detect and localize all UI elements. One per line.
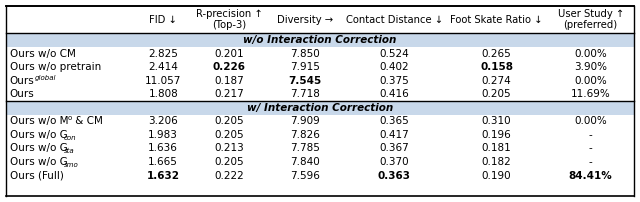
Text: R-precision ↑
(Top-3): R-precision ↑ (Top-3): [196, 9, 262, 31]
Text: 0.201: 0.201: [214, 48, 244, 59]
Text: 0.00%: 0.00%: [574, 48, 607, 59]
Text: -: -: [589, 157, 593, 167]
Text: 1.636: 1.636: [148, 143, 178, 154]
Text: 0.222: 0.222: [214, 171, 244, 181]
Text: Contact Distance ↓: Contact Distance ↓: [346, 15, 443, 25]
Text: Ours: Ours: [10, 76, 35, 86]
Text: 0.205: 0.205: [482, 89, 511, 99]
Text: 0.417: 0.417: [380, 130, 409, 140]
FancyBboxPatch shape: [6, 155, 634, 169]
Text: -: -: [589, 143, 593, 154]
Text: 0.524: 0.524: [380, 48, 409, 59]
Text: 0.370: 0.370: [380, 157, 409, 167]
Text: 0.265: 0.265: [482, 48, 511, 59]
Text: Foot Skate Ratio ↓: Foot Skate Ratio ↓: [451, 15, 543, 25]
Text: Ours w/o G: Ours w/o G: [10, 130, 67, 140]
Text: 1.983: 1.983: [148, 130, 178, 140]
Text: FID ↓: FID ↓: [149, 15, 177, 25]
Text: 0.00%: 0.00%: [574, 116, 607, 126]
FancyBboxPatch shape: [6, 47, 634, 60]
Text: 7.545: 7.545: [289, 76, 322, 86]
Text: con: con: [64, 135, 77, 141]
Text: 0.363: 0.363: [378, 171, 411, 181]
FancyBboxPatch shape: [6, 101, 634, 115]
Text: 0.226: 0.226: [212, 62, 246, 72]
Text: 0.205: 0.205: [214, 130, 244, 140]
Text: 7.596: 7.596: [290, 171, 320, 181]
Text: w/o Interaction Correction: w/o Interaction Correction: [243, 35, 397, 45]
FancyBboxPatch shape: [6, 33, 634, 47]
Text: o: o: [67, 115, 72, 121]
Text: Diversity →: Diversity →: [277, 15, 333, 25]
Text: 0.196: 0.196: [482, 130, 511, 140]
Text: 0.190: 0.190: [482, 171, 511, 181]
Text: w/ Interaction Correction: w/ Interaction Correction: [247, 103, 393, 113]
Text: 0.274: 0.274: [482, 76, 511, 86]
Text: 0.182: 0.182: [482, 157, 511, 167]
Text: 0.205: 0.205: [214, 116, 244, 126]
Text: 7.826: 7.826: [290, 130, 320, 140]
Text: 0.158: 0.158: [480, 62, 513, 72]
Text: 1.665: 1.665: [148, 157, 178, 167]
Text: 2.414: 2.414: [148, 62, 178, 72]
Text: 7.840: 7.840: [291, 157, 320, 167]
Text: 0.416: 0.416: [380, 89, 409, 99]
Text: Ours (Full): Ours (Full): [10, 171, 63, 181]
Text: Ours w/o G: Ours w/o G: [10, 143, 67, 154]
FancyBboxPatch shape: [6, 6, 634, 33]
Text: 0.402: 0.402: [380, 62, 409, 72]
FancyBboxPatch shape: [6, 169, 634, 182]
Text: 0.00%: 0.00%: [574, 76, 607, 86]
Text: 1.808: 1.808: [148, 89, 178, 99]
Text: 11.057: 11.057: [145, 76, 181, 86]
Text: 3.90%: 3.90%: [574, 62, 607, 72]
Text: 1.632: 1.632: [147, 171, 180, 181]
Text: 11.69%: 11.69%: [571, 89, 611, 99]
Text: 0.367: 0.367: [380, 143, 409, 154]
Text: -: -: [589, 130, 593, 140]
Text: 7.915: 7.915: [290, 62, 320, 72]
Text: 0.217: 0.217: [214, 89, 244, 99]
Text: 7.909: 7.909: [291, 116, 320, 126]
Text: 7.850: 7.850: [291, 48, 320, 59]
Text: 0.375: 0.375: [380, 76, 409, 86]
FancyBboxPatch shape: [6, 128, 634, 142]
Text: Ours w/o pretrain: Ours w/o pretrain: [10, 62, 101, 72]
Text: 84.41%: 84.41%: [569, 171, 612, 181]
Text: smo: smo: [64, 162, 79, 168]
Text: global: global: [35, 75, 57, 81]
FancyBboxPatch shape: [6, 142, 634, 155]
FancyBboxPatch shape: [6, 87, 634, 101]
Text: sta: sta: [64, 148, 75, 155]
Text: 0.365: 0.365: [380, 116, 409, 126]
Text: Ours w/o CM: Ours w/o CM: [10, 48, 76, 59]
Text: Ours w/o M: Ours w/o M: [10, 116, 68, 126]
FancyBboxPatch shape: [6, 115, 634, 128]
Text: Ours: Ours: [10, 89, 35, 99]
Text: 0.181: 0.181: [482, 143, 511, 154]
Text: 3.206: 3.206: [148, 116, 178, 126]
Text: 7.785: 7.785: [290, 143, 320, 154]
Text: & CM: & CM: [72, 116, 103, 126]
FancyBboxPatch shape: [6, 60, 634, 74]
Text: 0.187: 0.187: [214, 76, 244, 86]
Text: 0.310: 0.310: [482, 116, 511, 126]
Text: 7.718: 7.718: [290, 89, 320, 99]
Text: 2.825: 2.825: [148, 48, 178, 59]
Text: 0.213: 0.213: [214, 143, 244, 154]
Text: 0.205: 0.205: [214, 157, 244, 167]
Text: Ours w/o G: Ours w/o G: [10, 157, 67, 167]
Text: User Study ↑
(preferred): User Study ↑ (preferred): [557, 9, 624, 31]
FancyBboxPatch shape: [6, 74, 634, 87]
